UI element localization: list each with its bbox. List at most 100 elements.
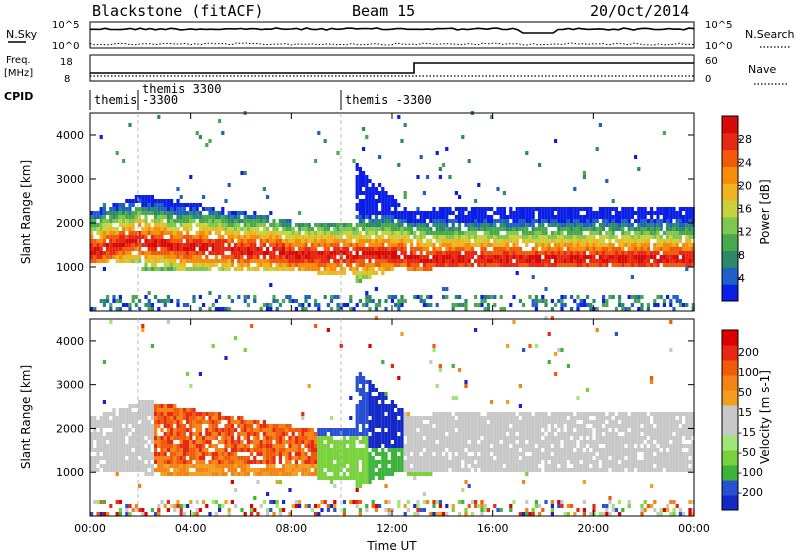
power-cell [115,227,119,231]
velocity-cell [394,460,398,464]
power-cell [214,263,218,267]
power-cell [458,239,462,243]
velocity-cell [387,424,391,428]
velocity-cell [195,428,199,432]
velocity-cell [266,464,270,468]
velocity-cell [182,464,186,468]
power-cell [579,263,583,267]
velocity-cell [266,460,270,464]
velocity-cell [368,412,372,416]
power-cell [630,243,634,247]
velocity-cell [128,448,132,452]
power-cell [531,303,535,307]
power-cell [675,259,679,263]
velocity-cell [355,428,359,432]
velocity-cell [381,476,385,480]
power-cell [554,263,558,267]
velocity-cell [234,440,238,444]
velocity-cell [141,508,145,512]
velocity-cell [358,376,362,380]
power-cell [554,139,558,143]
power-cell [323,235,327,239]
power-cell [512,211,516,215]
power-cell [221,267,225,271]
power-cell [477,235,481,239]
power-cell [435,235,439,239]
power-cell [448,255,452,259]
velocity-cell [330,460,334,464]
power-cell [314,303,318,307]
power-cell [650,255,654,259]
power-cell [131,295,135,299]
velocity-cell [109,320,113,324]
power-cell [141,207,145,211]
velocity-cell [227,424,231,428]
velocity-cell [262,472,266,476]
velocity-cell [243,512,247,516]
power-cell [410,255,414,259]
power-cell [160,215,164,219]
power-cell [451,259,455,263]
power-cell [144,295,148,299]
velocity-cell [230,472,234,476]
velocity-cell [134,436,138,440]
power-cell [595,215,599,219]
power-cell [173,211,177,215]
velocity-cell [474,448,478,452]
velocity-cell [474,444,478,448]
power-cell [275,227,279,231]
power-cell [262,219,266,223]
velocity-cell [266,440,270,444]
velocity-cell [374,504,378,508]
velocity-cell [349,500,353,504]
power-cell [262,255,266,259]
power-cell [403,123,407,127]
power-cell [506,215,510,219]
power-cell [390,219,394,223]
velocity-cell [390,420,394,424]
velocity-cell [422,492,426,496]
velocity-cell [246,444,250,448]
power-cell [675,295,679,299]
power-cell [355,183,359,187]
power-cell [112,219,116,223]
power-cell [134,255,138,259]
power-cell [384,231,388,235]
velocity-cell [243,428,247,432]
velocity-cell [118,460,122,464]
power-cell [579,299,583,303]
power-cell [323,223,327,227]
power-cell [138,199,142,203]
velocity-cell [333,476,337,480]
power-cell [368,243,372,247]
power-cell [499,215,503,219]
power-cell [115,231,119,235]
power-cell [304,295,308,299]
power-cell [538,231,542,235]
power-cell [579,259,583,263]
power-cell [269,263,273,267]
velocity-cell [218,468,222,472]
power-colorbar-tick-label: 24 [738,156,752,169]
power-cell [170,259,174,263]
velocity-cell [166,428,170,432]
power-cell [512,295,516,299]
power-cell [134,243,138,247]
power-cell [173,243,177,247]
velocity-cell [467,412,471,416]
velocity-cell [451,420,455,424]
velocity-cell [323,432,327,436]
velocity-cell [176,500,180,504]
velocity-cell [230,420,234,424]
power-cell [522,207,526,211]
power-cell [397,219,401,223]
power-cell [477,239,481,243]
power-cell [592,307,596,311]
power-cell [470,223,474,227]
velocity-cell [310,508,314,512]
velocity-cell [406,440,410,444]
power-cell [291,231,295,235]
power-cell [278,267,282,271]
power-cell [269,303,273,307]
velocity-cell [272,460,276,464]
